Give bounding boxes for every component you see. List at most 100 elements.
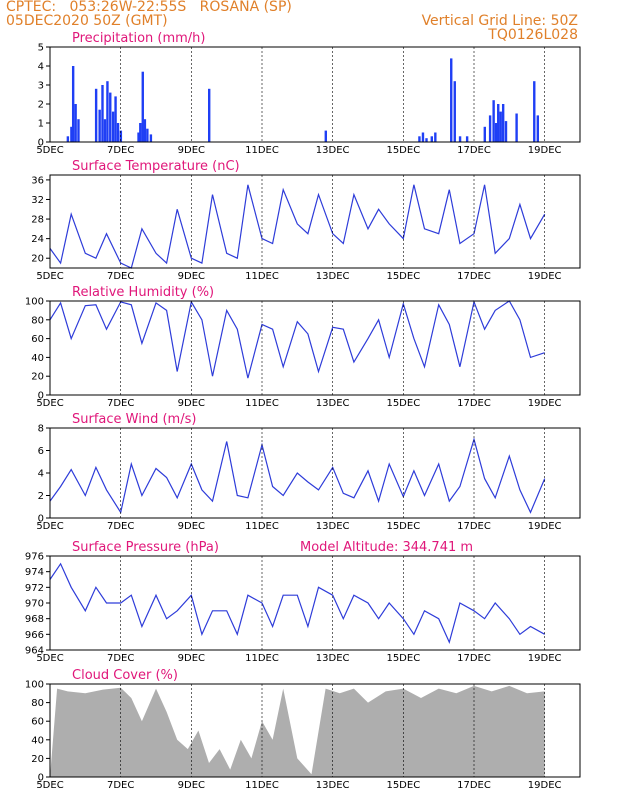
x-tick-label: 5DEC — [36, 653, 63, 664]
precip-bar — [98, 109, 101, 142]
x-tick-label: 11DEC — [245, 521, 279, 532]
y-tick-label: 20 — [31, 372, 44, 383]
y-tick-label: 3 — [38, 81, 44, 92]
precip-bar — [492, 100, 495, 142]
x-tick-label: 9DEC — [178, 145, 205, 156]
precip-bar — [208, 88, 211, 142]
panel-title: Precipitation (mm/h) — [72, 31, 205, 46]
y-tick-label: 80 — [31, 698, 44, 709]
series-line — [49, 299, 545, 379]
x-tick-label: 19DEC — [528, 271, 562, 282]
panel-title: Relative Humidity (%) — [72, 285, 214, 300]
header-date: 05DEC2020 50Z (GMT) — [6, 13, 168, 29]
y-tick-label: 24 — [31, 234, 44, 245]
x-tick-label: 5DEC — [36, 398, 63, 409]
panel-3: Surface Wind (m/s) 5DEC 7DEC 9DEC 11DEC 13DEC… — [36, 412, 581, 532]
panel-0: Precipitation (mm/h) 5DEC 7DEC 9DEC 11DEC 13D… — [36, 31, 581, 156]
x-tick-label: 11DEC — [245, 780, 279, 791]
x-tick-label: 15DEC — [386, 653, 420, 664]
panel-frame — [49, 555, 581, 651]
precip-bar — [114, 96, 117, 142]
series-line — [49, 437, 546, 514]
precip-bar — [515, 113, 518, 142]
x-tick-label: 7DEC — [107, 398, 134, 409]
x-tick-label: 5DEC — [36, 780, 63, 791]
panel-title: Surface Pressure (hPa) — [72, 540, 219, 555]
precip-bar — [149, 134, 153, 142]
y-tick-label: 968 — [25, 614, 44, 625]
x-tick-label: 5DEC — [36, 145, 63, 156]
x-tick-label: 9DEC — [178, 521, 205, 532]
x-tick-label: 7DEC — [107, 653, 134, 664]
precip-bar — [116, 123, 120, 142]
precip-bar — [430, 136, 433, 142]
precip-bar — [71, 66, 75, 142]
precip-bar — [94, 88, 98, 142]
precip-bar — [139, 123, 142, 142]
precip-bar — [137, 132, 140, 142]
y-tick-label: 100 — [25, 680, 44, 691]
x-tick-label: 7DEC — [107, 780, 134, 791]
x-tick-label: 9DEC — [178, 780, 205, 791]
x-tick-label: 17DEC — [457, 653, 491, 664]
y-tick-label: 60 — [31, 717, 44, 728]
y-tick-label: 4 — [38, 62, 44, 73]
precip-bar — [499, 111, 502, 142]
x-tick-label: 15DEC — [386, 780, 420, 791]
x-tick-label: 19DEC — [528, 780, 562, 791]
x-tick-label: 11DEC — [245, 398, 279, 409]
precip-bar — [66, 136, 70, 142]
precip-bar — [483, 126, 486, 142]
precip-bar — [501, 104, 505, 142]
x-tick-label: 15DEC — [386, 398, 420, 409]
y-tick-label: 4 — [38, 469, 44, 480]
y-tick-label: 28 — [31, 215, 44, 226]
panel-5: Cloud Cover (%) 5DEC 7DEC 9DEC 11DEC 13DEC 15D… — [25, 668, 581, 791]
precip-bar — [488, 115, 492, 142]
precip-bar — [324, 130, 327, 142]
panel-frame — [49, 46, 581, 143]
cloud-area — [50, 685, 545, 777]
series-line — [49, 562, 545, 644]
x-tick-label: 7DEC — [107, 521, 134, 532]
panel-4: Surface Pressure (hPa) Model Altitude: 34… — [25, 540, 581, 664]
precip-bar — [533, 81, 536, 142]
precip-bar — [106, 81, 109, 142]
y-tick-label: 40 — [31, 353, 44, 364]
x-tick-label: 17DEC — [457, 145, 491, 156]
precip-bar — [70, 126, 73, 142]
precip-bar — [103, 119, 107, 142]
x-tick-label: 13DEC — [316, 271, 350, 282]
precip-bar — [141, 71, 144, 142]
x-tick-label: 13DEC — [316, 521, 350, 532]
precip-bar — [421, 132, 425, 142]
panel-1: Surface Temperature (nC) 5DEC 7DEC 9DEC 11DE… — [31, 159, 581, 282]
y-tick-label: 2 — [38, 100, 44, 111]
x-tick-label: 11DEC — [245, 653, 279, 664]
x-tick-label: 7DEC — [107, 145, 134, 156]
y-tick-label: 976 — [25, 552, 44, 563]
precip-bar — [494, 123, 498, 142]
precip-bar — [111, 111, 115, 142]
precip-bar — [101, 85, 104, 142]
x-tick-label: 15DEC — [386, 145, 420, 156]
x-tick-label: 13DEC — [316, 653, 350, 664]
precip-bar — [497, 104, 500, 142]
y-tick-label: 0 — [38, 514, 44, 525]
precip-bar — [418, 136, 421, 142]
y-tick-label: 966 — [25, 630, 44, 641]
y-tick-label: 974 — [25, 567, 44, 578]
y-tick-label: 32 — [31, 195, 44, 206]
precip-bar — [450, 58, 453, 142]
x-tick-label: 17DEC — [457, 780, 491, 791]
y-tick-label: 80 — [31, 315, 44, 326]
panel-title: Surface Wind (m/s) — [72, 412, 196, 427]
header-station: CPTEC: 053:26W-22:55S ROSANA (SP) — [6, 0, 292, 15]
x-tick-label: 19DEC — [528, 653, 562, 664]
y-tick-label: 0 — [38, 138, 44, 149]
x-tick-label: 13DEC — [316, 780, 350, 791]
x-tick-label: 9DEC — [178, 653, 205, 664]
precip-bar — [109, 92, 112, 142]
y-tick-label: 20 — [31, 254, 44, 265]
